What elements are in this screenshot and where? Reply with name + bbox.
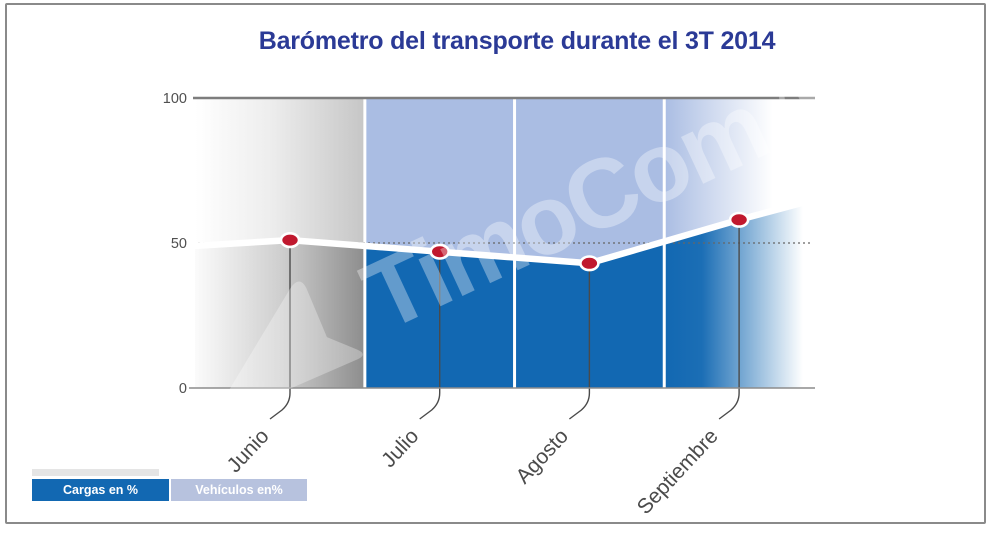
x-axis-label-junio: Junio [223, 425, 274, 477]
legend-item-vehiculos[interactable]: Vehículos en% [171, 479, 307, 501]
y-axis-label-50: 50 [171, 236, 187, 252]
label-leader-line [718, 392, 740, 420]
data-point-agosto[interactable] [579, 255, 600, 272]
region-junio-upper [195, 98, 365, 246]
data-point-septiembre[interactable] [728, 211, 750, 228]
chart-title: Barómetro del transporte durante el 3T 2… [258, 27, 776, 55]
region-junio-lower [195, 240, 365, 388]
y-axis-label-100: 100 [163, 91, 187, 107]
x-axis-label-julio: Julio [377, 425, 423, 472]
region-septiembre-upper [664, 98, 815, 242]
data-point-julio[interactable] [429, 243, 451, 260]
legend-item-cargas[interactable]: Cargas en % [32, 479, 169, 501]
y-axis-label-0: 0 [179, 381, 187, 397]
data-point-junio[interactable] [279, 232, 301, 249]
x-axis-label-septiembre: Septiembre [633, 425, 723, 519]
label-leader-line [269, 392, 291, 420]
legend-shadow-strip [32, 469, 159, 476]
cargas-trend-line [191, 196, 819, 267]
watermark-logo-icon [224, 281, 363, 410]
x-axis-label-agosto: Agosto [512, 425, 573, 489]
label-leader-line [419, 392, 441, 420]
label-leader-line [568, 392, 591, 420]
border-frame [5, 3, 986, 524]
